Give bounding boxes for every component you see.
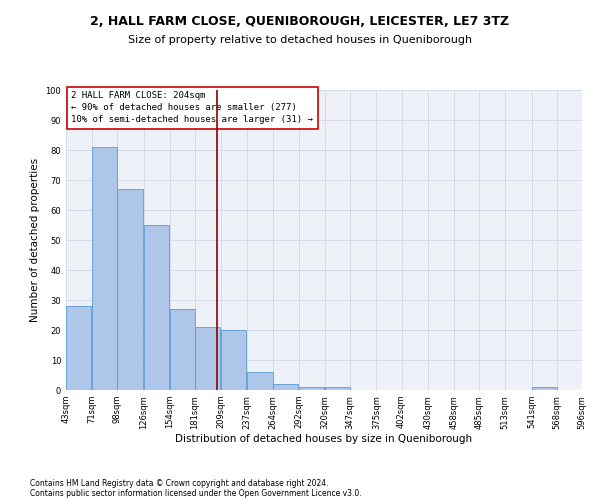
Text: Contains public sector information licensed under the Open Government Licence v3: Contains public sector information licen… [30,488,362,498]
Bar [272,384,298,390]
Bar [118,189,143,390]
Y-axis label: Number of detached properties: Number of detached properties [30,158,40,322]
Bar [532,387,557,390]
Bar [195,327,220,390]
Bar [92,147,118,390]
Bar [66,306,91,390]
Text: Contains HM Land Registry data © Crown copyright and database right 2024.: Contains HM Land Registry data © Crown c… [30,478,329,488]
Text: 2, HALL FARM CLOSE, QUENIBOROUGH, LEICESTER, LE7 3TZ: 2, HALL FARM CLOSE, QUENIBOROUGH, LEICES… [91,15,509,28]
Bar [221,330,247,390]
Bar [299,387,324,390]
X-axis label: Distribution of detached houses by size in Queniborough: Distribution of detached houses by size … [175,434,473,444]
Bar [325,387,350,390]
Bar [170,309,195,390]
Text: 2 HALL FARM CLOSE: 204sqm
← 90% of detached houses are smaller (277)
10% of semi: 2 HALL FARM CLOSE: 204sqm ← 90% of detac… [71,92,313,124]
Text: Size of property relative to detached houses in Queniborough: Size of property relative to detached ho… [128,35,472,45]
Bar [143,225,169,390]
Bar [247,372,272,390]
